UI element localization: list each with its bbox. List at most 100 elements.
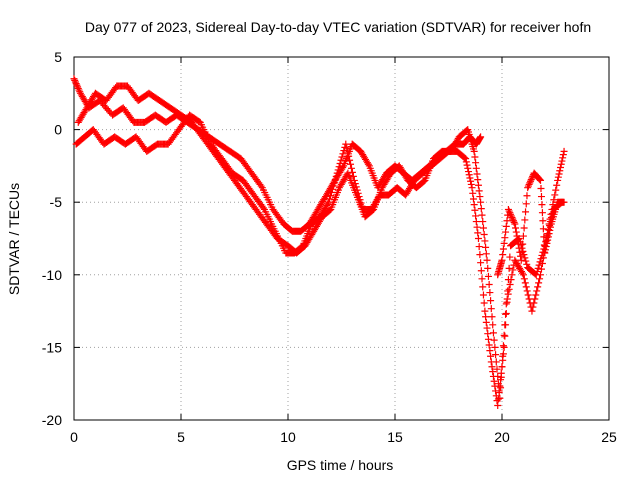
point-layer [70, 75, 568, 409]
data-point [477, 259, 485, 267]
data-point [492, 351, 500, 359]
data-point [519, 232, 527, 240]
data-point [498, 363, 506, 371]
data-point [487, 305, 495, 313]
data-point [354, 189, 362, 197]
data-point [551, 191, 559, 199]
data-point [479, 224, 487, 232]
data-point [473, 170, 481, 178]
data-point [332, 172, 340, 180]
data-point [499, 356, 507, 364]
data-point [502, 228, 510, 236]
data-point [519, 247, 527, 255]
data-point [482, 318, 490, 326]
data-point [511, 220, 519, 228]
data-point [525, 180, 533, 188]
data-point [477, 133, 485, 141]
data-point [463, 126, 471, 134]
data-point [343, 144, 351, 152]
data-point [480, 299, 488, 307]
data-point [554, 176, 562, 184]
data-point [465, 171, 473, 179]
data-point [478, 275, 486, 283]
data-point [468, 184, 476, 192]
data-point [483, 324, 491, 332]
data-point [345, 152, 353, 160]
data-point [464, 164, 472, 172]
data-point [488, 313, 496, 321]
data-point [522, 257, 530, 265]
data-point [334, 166, 342, 174]
data-point [529, 303, 537, 311]
data-point [474, 176, 482, 184]
data-point [357, 199, 365, 207]
data-point [350, 176, 358, 184]
data-point [502, 310, 510, 318]
data-point [477, 205, 485, 213]
data-point [489, 372, 497, 380]
data-point [521, 254, 529, 262]
data-point [552, 186, 560, 194]
data-point [507, 212, 515, 220]
data-point [528, 174, 536, 182]
data-point [509, 266, 517, 274]
data-point [472, 164, 480, 172]
data-point [555, 170, 563, 178]
data-point [505, 264, 513, 272]
data-point [484, 335, 492, 343]
data-point [501, 234, 509, 242]
data-point [518, 248, 526, 256]
data-point [534, 283, 542, 291]
data-point [536, 258, 544, 266]
data-point [487, 352, 495, 360]
data-point [72, 80, 80, 88]
data-point [512, 228, 520, 236]
data-point [557, 160, 565, 168]
data-point [543, 239, 551, 247]
data-point [517, 252, 525, 260]
data-point [471, 153, 479, 161]
data-point [471, 206, 479, 214]
x-tick-label: 5 [177, 429, 185, 445]
data-point [522, 200, 530, 208]
data-point [469, 189, 477, 197]
data-point [328, 189, 336, 197]
data-point [73, 81, 81, 89]
data-point [479, 283, 487, 291]
data-point [463, 161, 471, 169]
x-tick-label: 25 [601, 429, 617, 445]
data-point [479, 218, 487, 226]
data-point [537, 184, 545, 192]
y-tick-label: 0 [54, 122, 62, 138]
data-point [546, 226, 554, 234]
data-point [486, 289, 494, 297]
data-point [526, 179, 534, 187]
data-point [502, 222, 510, 230]
data-point [467, 180, 475, 188]
data-point [493, 365, 501, 373]
data-point [483, 256, 491, 264]
data-point [490, 336, 498, 344]
data-point [544, 233, 552, 241]
data-point [504, 205, 512, 213]
data-point [542, 246, 550, 254]
data-point [537, 265, 545, 273]
data-point [488, 363, 496, 371]
data-point [534, 264, 542, 272]
data-point [556, 167, 564, 175]
data-point [502, 310, 510, 318]
data-point [474, 229, 482, 237]
data-point [500, 331, 508, 339]
data-point [464, 168, 472, 176]
data-point [496, 382, 504, 390]
data-point [495, 389, 503, 397]
data-point [482, 313, 490, 321]
data-point [524, 291, 532, 299]
data-point [522, 283, 530, 291]
y-tick-label: -5 [50, 194, 63, 210]
x-tick-label: 0 [70, 429, 78, 445]
data-point [466, 174, 474, 182]
data-point [503, 217, 511, 225]
data-point [489, 321, 497, 329]
data-point [485, 341, 493, 349]
